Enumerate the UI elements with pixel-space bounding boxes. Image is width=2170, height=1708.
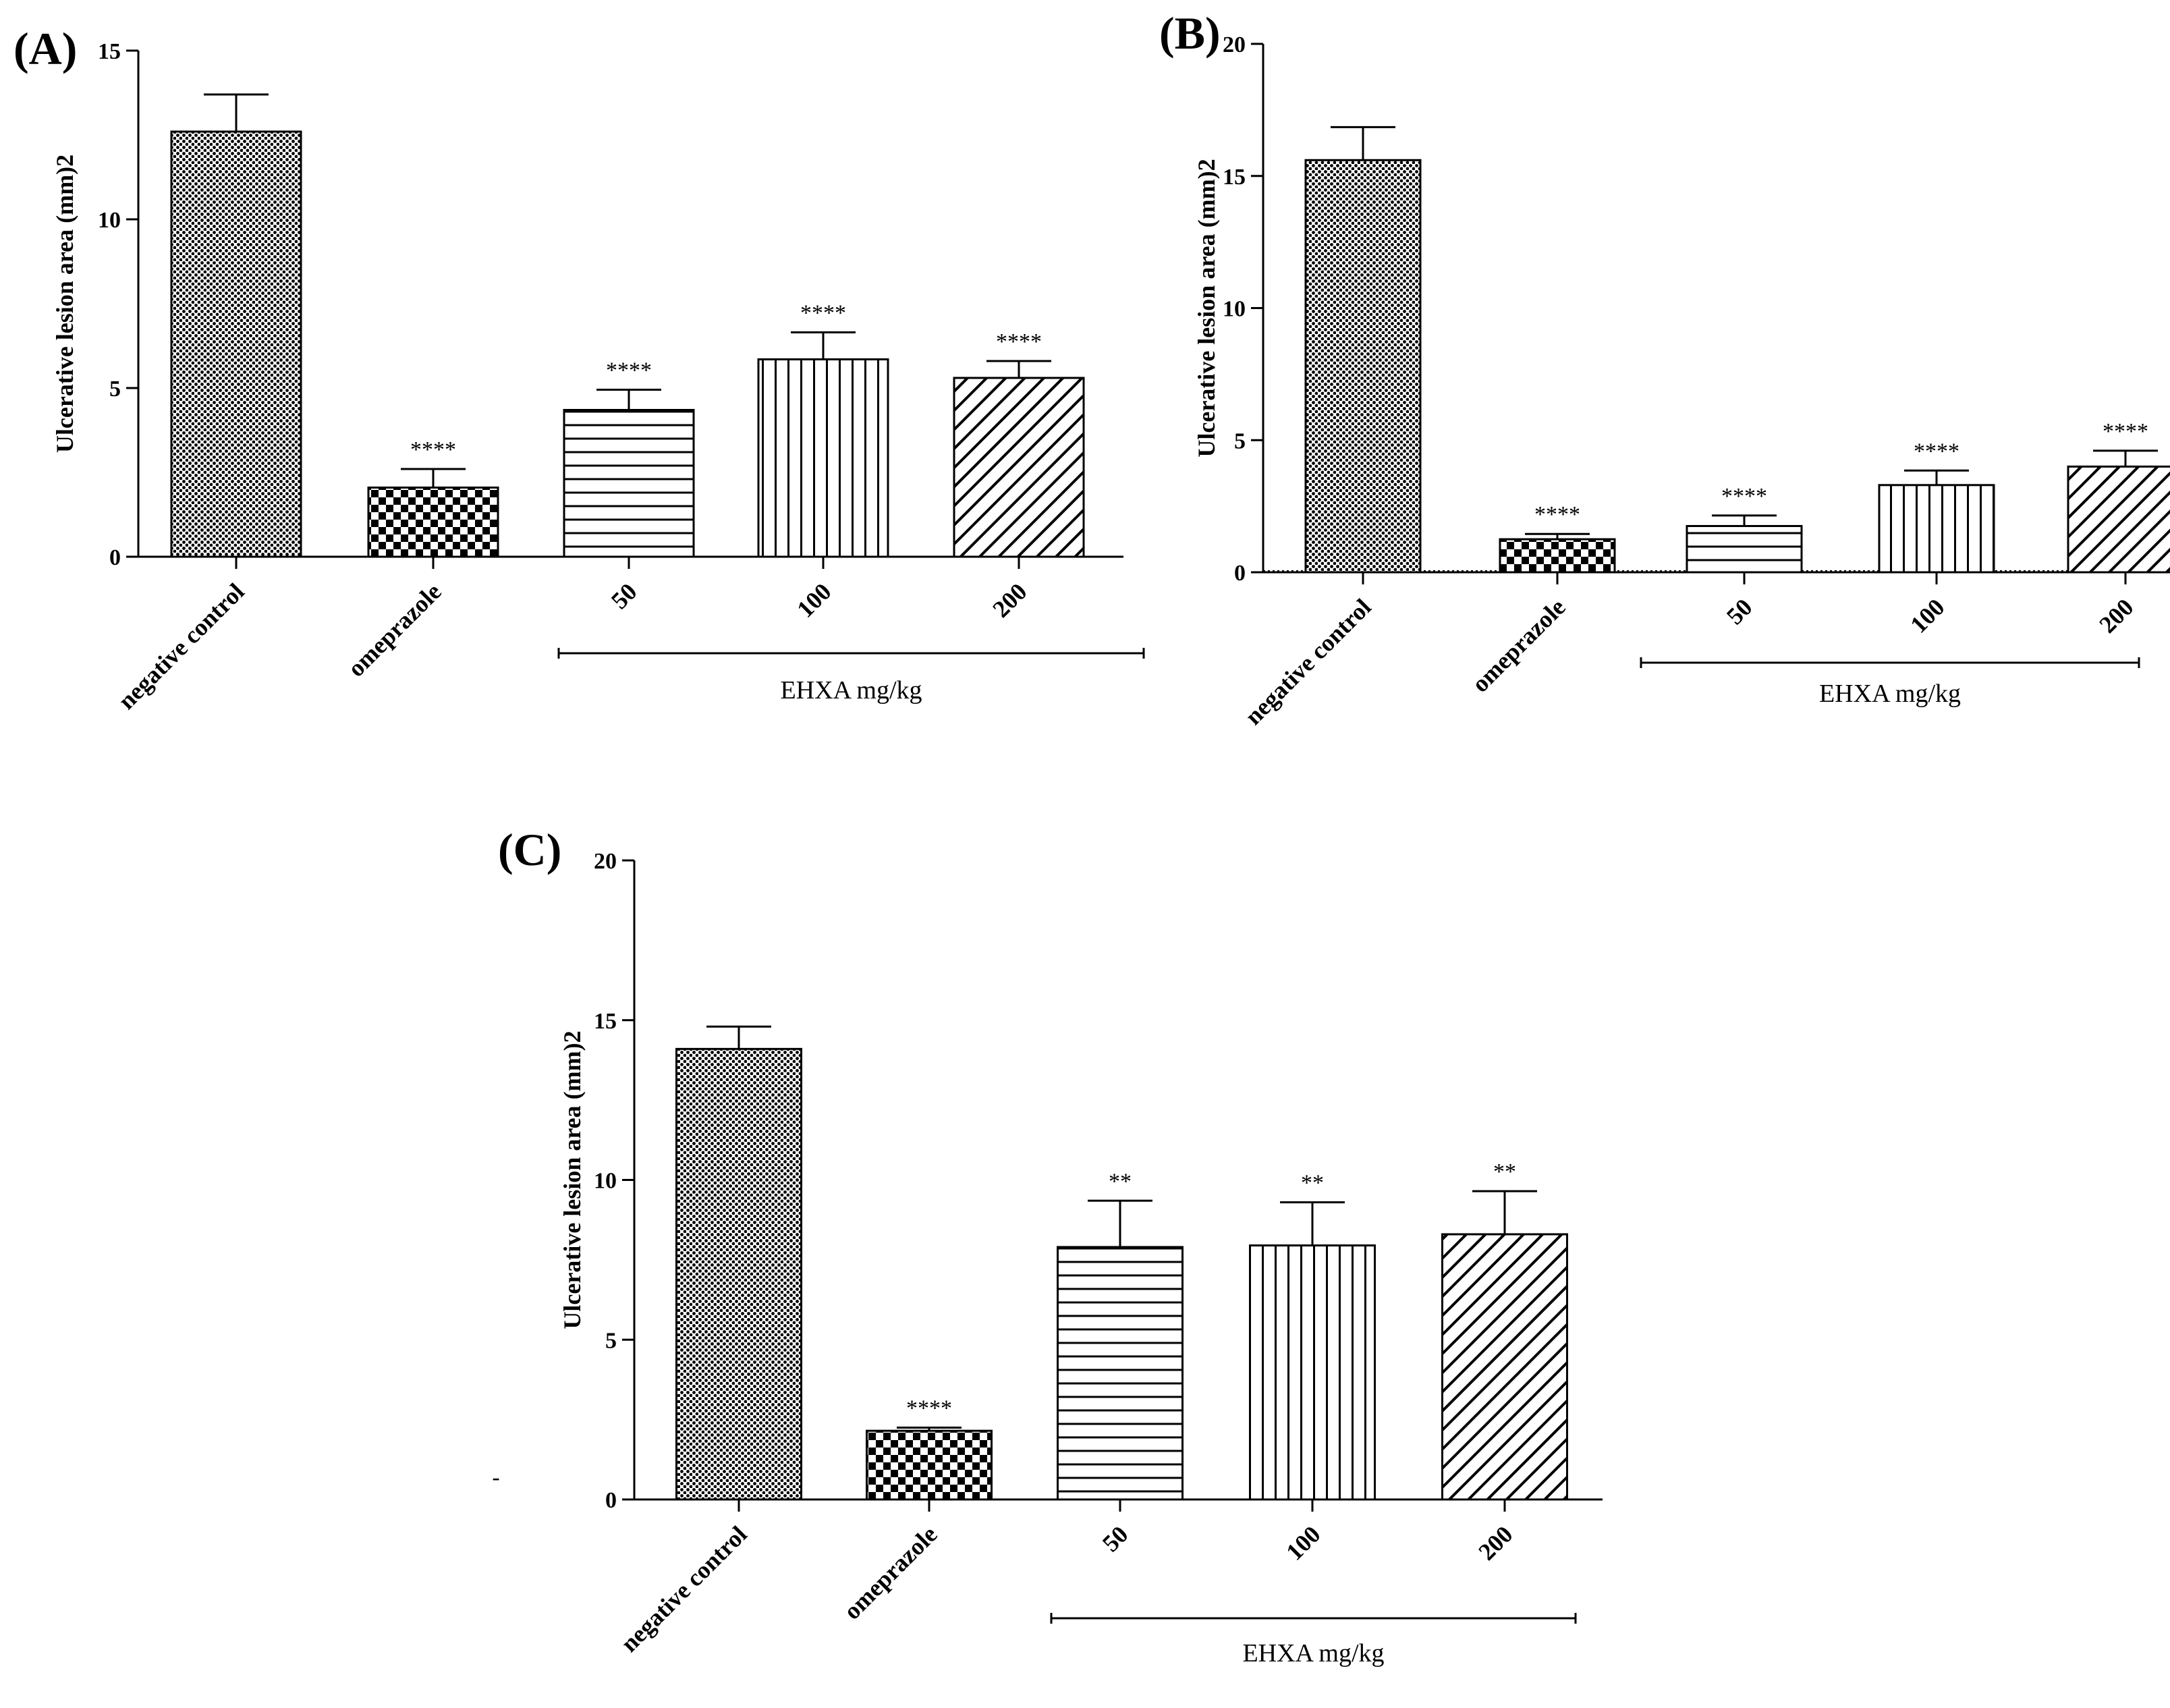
panel-a-x-tick-label: 200: [987, 578, 1032, 622]
panel-c-y-tick-label: 0: [605, 1488, 617, 1513]
panel-c-y-tick-label: 15: [594, 1009, 617, 1034]
panel-c-x-tick-label: 100: [1281, 1520, 1325, 1565]
panel-c-bar: [1249, 1244, 1376, 1501]
panel-c-bar: [1057, 1246, 1184, 1501]
panel-b-x-tick-label: 200: [2094, 593, 2138, 638]
panel-a-significance-label: ****: [410, 437, 456, 462]
panel-b-bar: [1878, 484, 1995, 574]
panel-c-significance-label: **: [1493, 1159, 1516, 1184]
panel-c-y-tick-label: 5: [605, 1328, 617, 1353]
panel-a-bar: [757, 358, 889, 558]
panel-b-x-tick-label: negative control: [1240, 593, 1376, 729]
panel-b-group-label: EHXA mg/kg: [1819, 680, 1961, 708]
panel-b-letter: (B): [1159, 7, 1221, 59]
panel-c-bar: [866, 1429, 993, 1501]
panel-b-y-axis-label: Ulcerative lesion area (mm)2: [1193, 159, 1220, 457]
panel-a-y-tick-label: 0: [109, 545, 121, 570]
panel-a-group-label: EHXA mg/kg: [780, 676, 922, 705]
panel-b-x-tick-label: 50: [1721, 593, 1758, 630]
panel-a-bar: [953, 377, 1085, 558]
panel-a-x-tick-label: 50: [606, 578, 642, 614]
panel-a-y-tick-label: 10: [98, 208, 121, 233]
panel-c-x-tick-label: negative control: [615, 1520, 752, 1657]
panel-c-x-tick-label: omeprazole: [839, 1520, 943, 1624]
panel-a-y-axis-label: Ulcerative lesion area (mm)2: [51, 155, 78, 453]
panel-b-y-tick-label: 20: [1223, 32, 1246, 57]
panel-a-y-tick-label: 5: [109, 377, 121, 402]
panel-b-significance-label: ****: [1914, 439, 1959, 464]
panel-c-significance-label: **: [1109, 1169, 1132, 1194]
panel-a-significance-label: ****: [800, 301, 846, 326]
panel-b-y-tick-label: 15: [1223, 165, 1246, 190]
stray-mark: -: [492, 1465, 499, 1490]
panel-c-x-tick-label: 200: [1473, 1520, 1518, 1565]
panel-a-x-tick-label: omeprazole: [343, 578, 447, 682]
panel-a-bar: [170, 130, 302, 558]
panel-a-x-tick-label: negative control: [113, 578, 249, 714]
panel-b-bar: [1304, 159, 1422, 574]
panel-c-y-tick-label: 20: [594, 849, 617, 874]
panel-c-bar: [1441, 1233, 1568, 1501]
panel-a-bar: [367, 487, 499, 558]
panel-c-y-tick-label: 10: [594, 1169, 617, 1194]
panel-c-group-label: EHXA mg/kg: [1242, 1639, 1384, 1668]
panel-a-x-tick-label: 100: [791, 578, 836, 622]
panel-b-y-tick-label: 5: [1234, 429, 1246, 453]
panel-b-y-tick-label: 0: [1234, 561, 1246, 586]
panel-a-bar: [563, 409, 695, 558]
panel-b-chart: (B) 0 5 10 15 20 Ulcerative lesion area (mm)2 n…: [1159, 7, 2170, 730]
panel-c-y-axis-label: Ulcerative lesion area (mm)2: [559, 1030, 586, 1329]
panel-b-bar: [2067, 465, 2170, 574]
panel-a-significance-label: ****: [606, 358, 652, 383]
panel-c-significance-label: ****: [906, 1396, 952, 1421]
panel-c-chart: (C) 0 5 10 15 20 Ulcerative lesion area (mm)2 n…: [498, 824, 1603, 1668]
panel-c-x-tick-label: 50: [1097, 1520, 1134, 1557]
panel-a-chart: (A) 0 5 10 15 Ulcerative lesion area (mm)2 neg…: [13, 23, 1145, 715]
panel-b-x-tick-label: 100: [1905, 593, 1949, 638]
panel-c-letter: (C): [498, 824, 561, 875]
panel-b-significance-label: ****: [2103, 419, 2148, 444]
panel-b-significance-label: ****: [1721, 484, 1767, 509]
panel-b-bar: [1499, 538, 1616, 574]
panel-b-x-tick-label: omeprazole: [1467, 593, 1571, 697]
panel-a-y-tick-label: 15: [98, 39, 121, 64]
panel-b-significance-label: ****: [1534, 502, 1580, 527]
panel-b-y-tick-label: 10: [1223, 297, 1246, 322]
panel-a-letter: (A): [13, 23, 77, 74]
panel-c-significance-label: **: [1301, 1171, 1324, 1196]
panel-b-bar: [1686, 524, 1803, 574]
panel-a-significance-label: ****: [996, 329, 1042, 354]
panel-c-bar: [675, 1047, 802, 1501]
